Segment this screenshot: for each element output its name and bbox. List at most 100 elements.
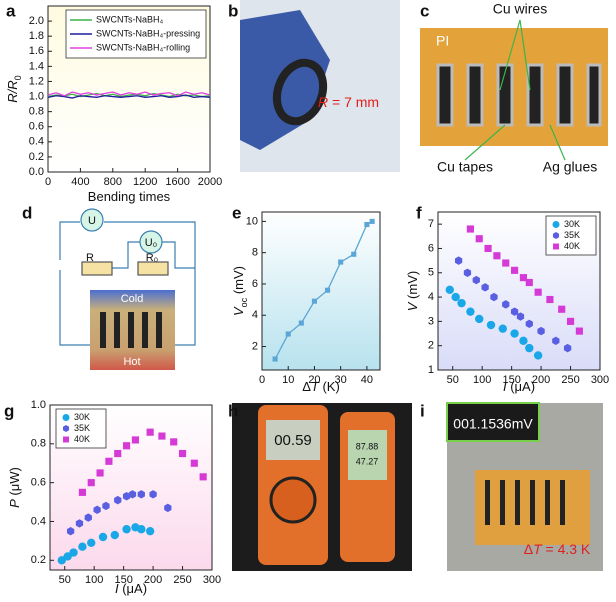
x-tick-label: 50 <box>59 574 71 586</box>
marker <box>170 438 178 446</box>
marker <box>575 327 583 335</box>
marker <box>164 503 172 513</box>
marker <box>466 307 475 316</box>
diagram-d <box>59 208 196 370</box>
x-axis-label: I (μA) <box>115 581 147 596</box>
radius-value: = 7 mm <box>328 94 379 110</box>
marker <box>87 479 95 487</box>
y-axis-label-part: R/R <box>5 80 20 102</box>
y-tick-label: 1.0 <box>29 90 44 102</box>
photo-h <box>232 403 412 571</box>
legend-marker <box>552 232 560 239</box>
reference-resistor-label: R₀ <box>146 252 159 264</box>
marker <box>158 432 166 440</box>
marker <box>490 292 498 302</box>
y-tick-label: 0.6 <box>31 477 46 489</box>
x-axis-label-part: (μA) <box>507 379 535 394</box>
marker <box>93 505 101 515</box>
marker <box>122 492 131 501</box>
panel-label: h <box>228 401 238 420</box>
legend-label: SWCNTs-NaBH₄ <box>96 14 164 24</box>
y-axis-label-part: (mV) <box>405 271 420 303</box>
marker <box>190 459 198 467</box>
marker <box>546 295 554 304</box>
x-tick-label: 250 <box>561 374 579 386</box>
marker <box>563 343 572 353</box>
x-tick-label: 250 <box>173 574 191 586</box>
x-tick-label: 20 <box>308 374 320 386</box>
y-tick-label: 2 <box>252 340 258 352</box>
y-axis-label: Voc (mV) <box>231 266 249 316</box>
x-tick-label: 100 <box>85 574 103 586</box>
marker <box>87 538 96 548</box>
delta-t-label: ΔT = 4.3 K <box>524 541 591 557</box>
marker <box>105 457 113 465</box>
x-tick-label: 40 <box>361 374 373 386</box>
marker <box>137 490 145 499</box>
radius-label: R = 7 mm <box>318 94 379 110</box>
t-symbol: T <box>533 541 543 557</box>
panel-label: c <box>420 1 429 20</box>
marker <box>114 449 122 458</box>
y-tick-label: 2 <box>428 340 434 352</box>
legend-label: SWCNTs-NaBH₄-rolling <box>96 42 190 52</box>
marker <box>102 501 110 511</box>
panel-label: b <box>228 1 238 20</box>
photo-b: R = 7 mm <box>240 0 400 172</box>
x-axis-label: ΔT (K) <box>302 379 340 394</box>
y-tick-label: 5 <box>428 267 434 279</box>
marker <box>493 252 501 260</box>
marker <box>351 251 357 257</box>
marker <box>533 351 543 360</box>
marker <box>78 542 87 551</box>
marker <box>475 314 484 324</box>
marker <box>457 298 466 308</box>
marker <box>364 221 370 228</box>
legend-marker <box>62 425 70 432</box>
y-tick-label: 1.4 <box>29 60 44 72</box>
x-tick-label: 150 <box>114 574 132 586</box>
marker <box>75 519 84 528</box>
hot-label: Hot <box>123 356 140 368</box>
marker <box>502 259 510 267</box>
legend-marker <box>63 436 69 443</box>
marker <box>325 287 331 293</box>
y-axis-label-part: V <box>231 306 246 316</box>
marker <box>131 436 139 444</box>
y-axis-label-part: P <box>7 499 22 508</box>
delta-t-value: = 4.3 K <box>542 541 591 557</box>
marker <box>285 331 291 337</box>
marker <box>145 526 155 536</box>
x-axis-label-part: Δ <box>302 379 311 394</box>
marker <box>534 288 542 296</box>
y-axis-label-part: oc <box>239 297 249 307</box>
marker <box>502 300 510 309</box>
x-tick-label: 300 <box>591 374 609 386</box>
marker <box>199 473 207 481</box>
legend-label: 35K <box>564 230 580 240</box>
x-axis-label-part: (K) <box>319 379 340 394</box>
y-tick-label: 10 <box>246 215 258 227</box>
y-tick-label: 0.8 <box>31 438 46 450</box>
x-tick-label: 10 <box>282 374 294 386</box>
marker <box>114 495 122 505</box>
x-tick-label: 0 <box>259 374 265 386</box>
tapes-label: Cu tapes <box>437 159 493 175</box>
y-tick-label: 1.6 <box>29 45 44 57</box>
y-axis-label: V (mV) <box>405 271 420 311</box>
marker <box>486 320 496 330</box>
panel-label: e <box>232 203 241 222</box>
y-tick-label: 0.2 <box>31 554 46 566</box>
substrate-label: PI <box>436 33 449 49</box>
y-tick-label: 0.4 <box>31 515 46 527</box>
legend-marker <box>553 243 559 250</box>
marker <box>272 356 278 362</box>
marker <box>149 490 157 499</box>
x-axis-label: I (μA) <box>503 379 535 394</box>
marker <box>98 532 108 542</box>
x-tick-label: 200 <box>532 374 550 386</box>
y-tick-label: 1.0 <box>31 399 46 411</box>
x-tick-label: 2000 <box>198 176 222 188</box>
x-axis-label-part: I <box>115 581 119 596</box>
marker <box>516 312 525 321</box>
